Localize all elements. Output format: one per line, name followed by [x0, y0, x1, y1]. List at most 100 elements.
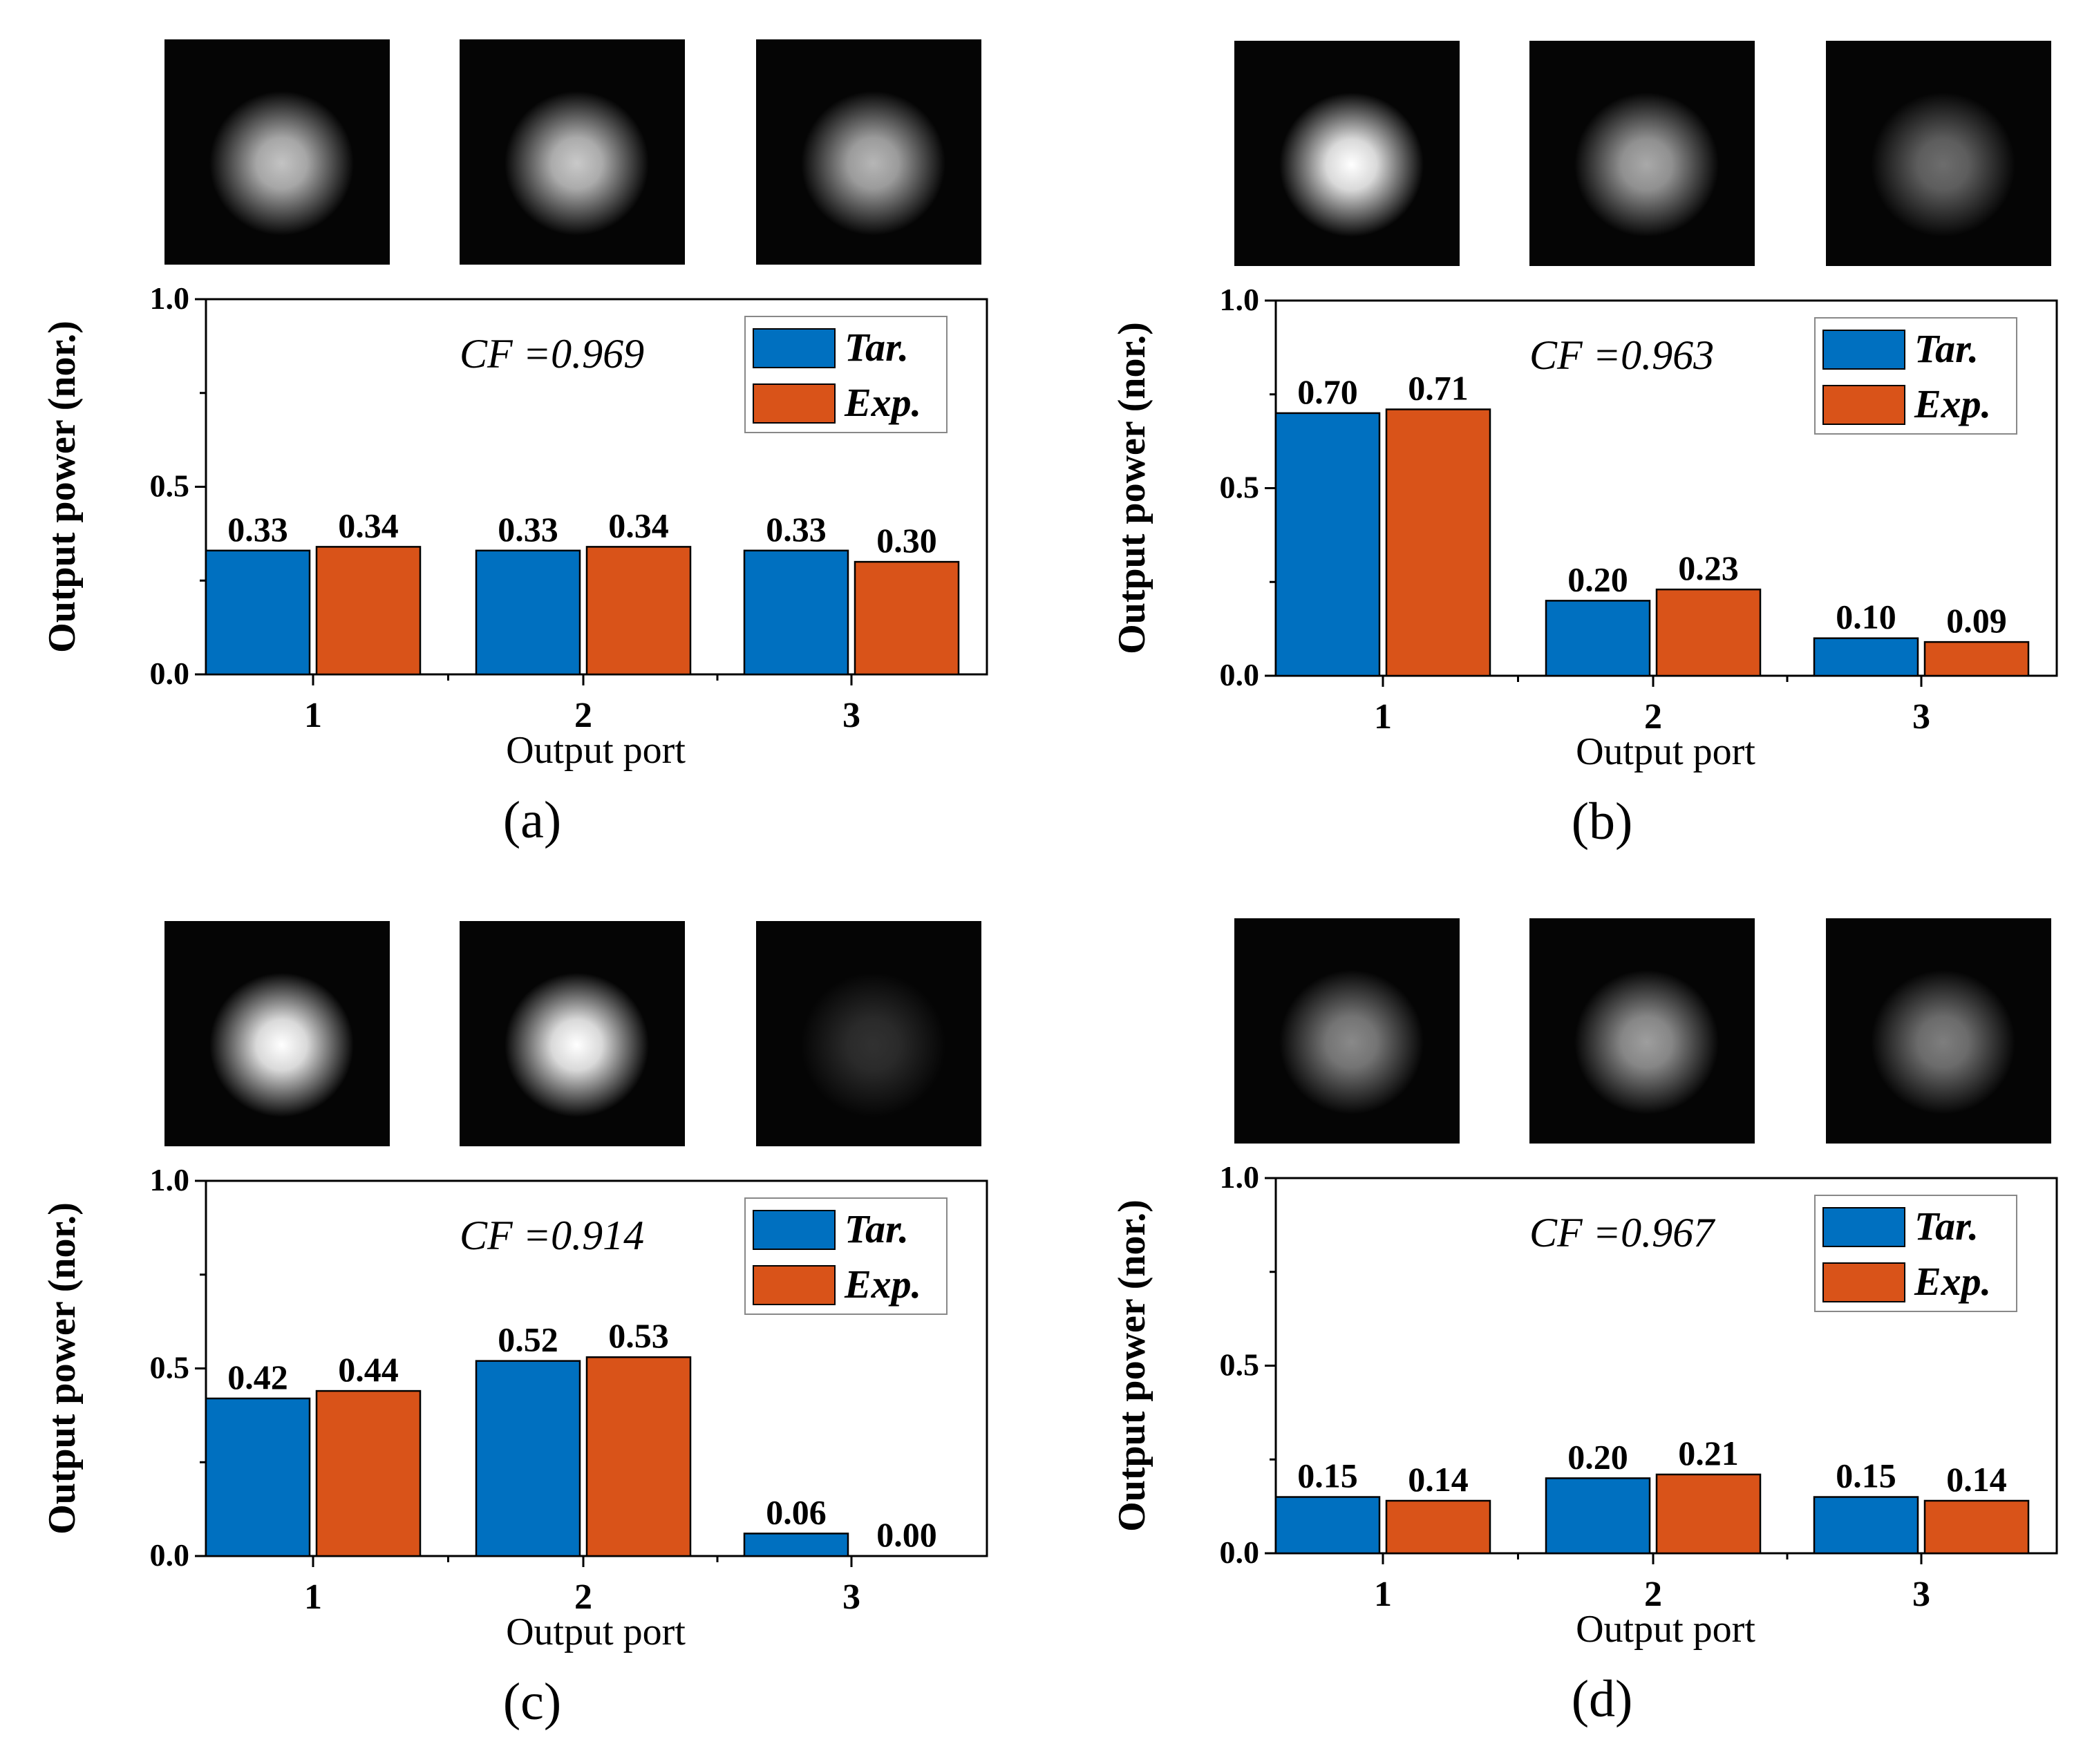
- bar-value-label: 0.33: [498, 510, 558, 549]
- output-port-2-beam-image: [1529, 918, 1755, 1144]
- output-port-1-beam-image: [164, 39, 390, 265]
- x-axis-label: Output port: [1576, 730, 1755, 773]
- bar-value-label: 0.15: [1297, 1457, 1358, 1495]
- x-tick-label: 1: [304, 1577, 322, 1617]
- x-tick-label: 2: [1644, 697, 1662, 737]
- x-tick-label: 2: [574, 1577, 592, 1617]
- x-tick-label: 2: [574, 696, 592, 735]
- bar-experiment-port-1: [1385, 1499, 1491, 1555]
- legend-label-target: Tar.: [845, 325, 909, 370]
- bar-experiment-port-1: [1385, 408, 1491, 677]
- output-port-2-beam-image: [460, 39, 685, 265]
- x-axis-label: Output port: [1576, 1608, 1755, 1651]
- output-port-1-beam-image: [164, 921, 390, 1146]
- bar-value-label: 0.20: [1567, 1437, 1628, 1476]
- y-axis-label: Output power (nor.): [41, 321, 84, 653]
- bar-value-label: 0.23: [1678, 549, 1739, 587]
- beam-spot: [1574, 969, 1719, 1115]
- beam-spot: [505, 972, 649, 1117]
- legend-swatch-experiment: [753, 383, 836, 424]
- legend-label-experiment: Exp.: [1914, 1259, 1991, 1304]
- x-axis-label: Output port: [506, 729, 686, 772]
- y-axis-label: Output power (nor.): [1111, 322, 1153, 654]
- x-tick-label: 1: [1374, 697, 1392, 737]
- bar-target-port-1: [205, 1397, 311, 1557]
- legend-label-experiment: Exp.: [1914, 381, 1991, 426]
- legend: Tar. Exp.: [1814, 317, 2017, 435]
- y-tick-label: 0.5: [150, 468, 190, 504]
- beam-spot: [1871, 969, 2015, 1115]
- panel-label: (c): [503, 1673, 561, 1731]
- x-tick-label: 3: [1912, 697, 1930, 737]
- beam-spot: [1574, 92, 1719, 237]
- y-tick-label: 1.0: [1220, 1159, 1260, 1195]
- bar-value-label: 0.06: [766, 1492, 827, 1531]
- beam-spot: [801, 91, 945, 236]
- y-tick-label: 0.5: [1220, 470, 1260, 505]
- y-tick-label: 0.0: [1220, 657, 1260, 692]
- bar-experiment-port-3: [1923, 1499, 2030, 1555]
- bar-value-label: 0.33: [227, 510, 288, 549]
- chart-panel-1: 0.0 0.5 1.0 Output power (nor.) 0.33 0.34 1 0.3…: [41, 39, 988, 849]
- y-axis-label: Output power (nor.): [41, 1202, 84, 1535]
- output-port-2-beam-image: [460, 921, 685, 1146]
- bar-target-port-1: [1274, 1496, 1381, 1555]
- beam-spot: [1279, 92, 1424, 237]
- y-tick-label: 0.0: [150, 1537, 190, 1573]
- bar-value-label: 0.71: [1408, 368, 1469, 407]
- legend-label-target: Tar.: [1914, 1204, 1979, 1249]
- legend-swatch-target: [1822, 1207, 1905, 1247]
- bar-value-label: 0.53: [608, 1316, 669, 1355]
- bar-target-port-2: [1545, 600, 1651, 677]
- bar-value-label: 0.44: [338, 1350, 399, 1389]
- x-tick-label: 3: [842, 1577, 860, 1617]
- bar-target-port-2: [1545, 1477, 1651, 1555]
- x-tick-label: 1: [304, 696, 322, 735]
- y-axis-label: Output power (nor.): [1111, 1199, 1153, 1532]
- cf-annotation: CF =0.969: [460, 331, 644, 377]
- y-tick-label: 1.0: [150, 1162, 190, 1197]
- bar-value-label: 0.09: [1946, 601, 2007, 640]
- legend-swatch-experiment: [1822, 1262, 1905, 1302]
- bar-experiment-port-3: [1923, 641, 2030, 677]
- bar-value-label: 0.15: [1836, 1457, 1896, 1495]
- legend-label-target: Tar.: [1914, 326, 1979, 371]
- bar-experiment-port-2: [585, 546, 692, 676]
- bar-target-port-3: [743, 549, 849, 676]
- output-port-3-beam-image: [1826, 41, 2051, 266]
- cf-annotation: CF =0.963: [1529, 332, 1714, 378]
- bar-experiment-port-2: [1655, 588, 1762, 677]
- bar-experiment-port-2: [1655, 1473, 1762, 1555]
- bar-target-port-3: [1813, 1496, 1919, 1555]
- bar-value-label: 0.21: [1678, 1434, 1739, 1472]
- beam-spot: [505, 91, 649, 236]
- beam-spot: [801, 972, 945, 1117]
- legend-swatch-target: [753, 1210, 836, 1250]
- y-tick-label: 0.0: [1220, 1535, 1260, 1570]
- legend-swatch-experiment: [1822, 385, 1905, 425]
- legend: Tar. Exp.: [744, 1197, 948, 1315]
- bar-value-label: 0.30: [876, 521, 937, 560]
- panel-label: (b): [1572, 793, 1633, 851]
- bar-value-label: 0.14: [1946, 1460, 2007, 1499]
- x-tick-label: 3: [842, 696, 860, 735]
- bar-target-port-3: [1813, 637, 1919, 677]
- y-tick-label: 0.5: [1220, 1347, 1260, 1383]
- output-port-1-beam-image: [1234, 918, 1460, 1144]
- legend: Tar. Exp.: [744, 316, 948, 433]
- x-tick-label: 1: [1374, 1575, 1392, 1614]
- y-tick-label: 0.0: [150, 656, 190, 691]
- bar-value-label: 0.70: [1297, 372, 1358, 411]
- legend-swatch-target: [1822, 330, 1905, 370]
- output-port-2-beam-image: [1529, 41, 1755, 266]
- bar-value-label: 0.00: [876, 1515, 937, 1554]
- x-tick-label: 2: [1644, 1575, 1662, 1614]
- legend-label-experiment: Exp.: [844, 1262, 921, 1307]
- beam-spot: [1871, 92, 2015, 237]
- beam-spot: [1279, 969, 1424, 1115]
- output-port-3-beam-image: [1826, 918, 2051, 1144]
- bar-target-port-1: [205, 549, 311, 676]
- cf-annotation: CF =0.914: [460, 1213, 644, 1258]
- bar-value-label: 0.33: [766, 510, 827, 549]
